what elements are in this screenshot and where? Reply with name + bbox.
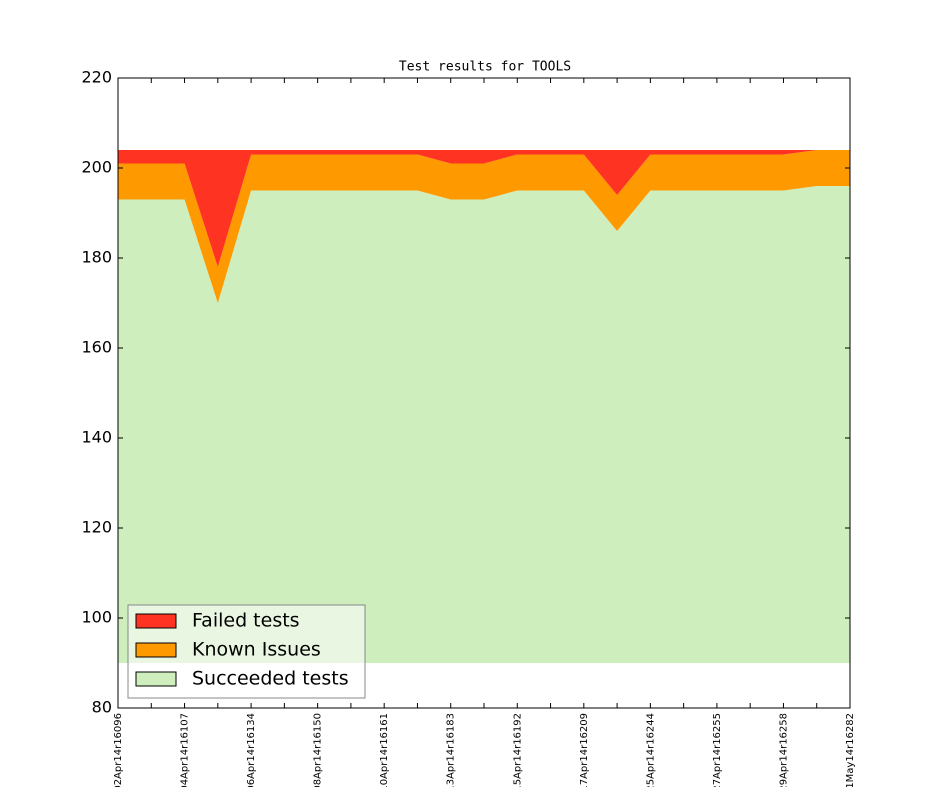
y-tick-label: 180 (81, 248, 112, 267)
legend-swatch (135, 613, 177, 629)
area (118, 150, 850, 267)
y-tick-label: 100 (81, 608, 112, 627)
y-tick-label: 160 (81, 338, 112, 357)
area (118, 186, 850, 663)
y-tick-label: 220 (81, 68, 112, 87)
y-tick-label: 140 (81, 428, 112, 447)
x-tick-label: 08Apr14r16150 (313, 713, 324, 787)
x-tick-label: 25Apr14r16244 (645, 713, 656, 787)
y-tick-label: 200 (81, 158, 112, 177)
x-tick-label: 10Apr14r16161 (379, 713, 390, 787)
legend-swatch (135, 642, 177, 658)
x-tick-label: 17Apr14r16209 (579, 713, 590, 787)
y-tick-label: 80 (92, 698, 112, 717)
chart-title: Test results for TOOLS (399, 60, 571, 75)
legend: Failed tests Known Issues Succeeded tests (127, 604, 366, 699)
x-tick-label: 13Apr14r16183 (446, 713, 457, 787)
x-tick-label: 27Apr14r16255 (712, 713, 723, 787)
x-tick-label: 04Apr14r16107 (180, 713, 191, 787)
x-tick-label: 06Apr14r16134 (246, 713, 257, 787)
legend-label: Succeeded tests (192, 668, 349, 690)
legend-swatch (135, 671, 177, 687)
legend-label: Failed tests (192, 610, 300, 632)
legend-label: Known Issues (192, 639, 321, 661)
area (118, 150, 850, 303)
x-tick-label: 01May14r16282 (845, 713, 856, 787)
x-tick-label: 15Apr14r16192 (512, 713, 523, 787)
x-tick-label: 02Apr14r16096 (113, 713, 124, 787)
x-tick-label: 29Apr14r16258 (778, 713, 789, 787)
y-tick-label: 120 (81, 518, 112, 537)
